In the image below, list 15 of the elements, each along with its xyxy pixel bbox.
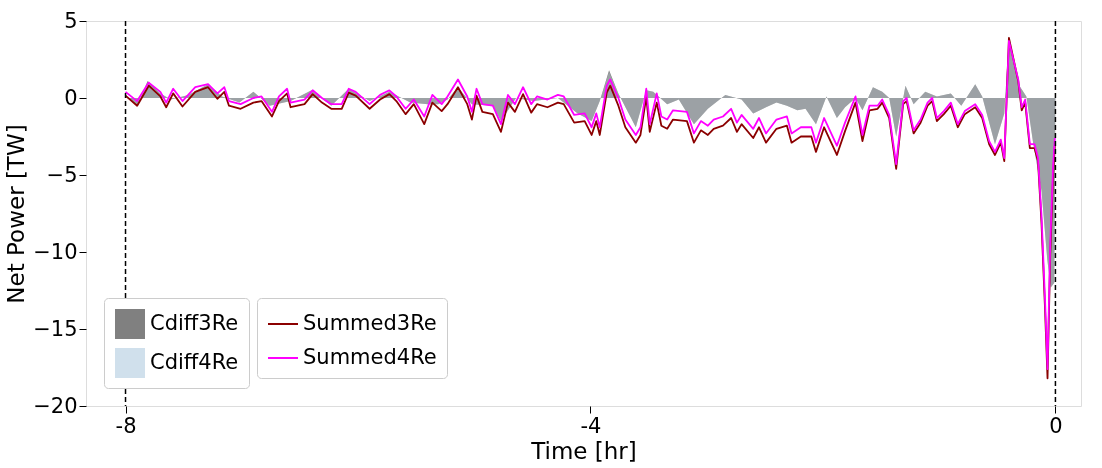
- legend-label: Cdiff3Re: [150, 311, 239, 335]
- x-tick-label: 0: [1049, 413, 1063, 438]
- y-axis-title: Net Power [TW]: [3, 124, 30, 304]
- y-tick-label: −10: [33, 239, 78, 264]
- y-tick-label: −20: [33, 393, 78, 418]
- legend-label: Cdiff4Re: [150, 350, 239, 374]
- x-axis-title: Time [hr]: [530, 437, 637, 464]
- x-tick-label: -4: [580, 413, 602, 438]
- y-tick-label: 0: [64, 85, 78, 110]
- x-tick-label: -8: [115, 413, 137, 438]
- y-tick-label: −5: [46, 162, 78, 187]
- legend-label: Summed4Re: [303, 345, 437, 369]
- y-tick-label: −15: [33, 316, 78, 341]
- y-tick-label: 5: [64, 8, 78, 33]
- legend-label: Summed3Re: [303, 311, 437, 335]
